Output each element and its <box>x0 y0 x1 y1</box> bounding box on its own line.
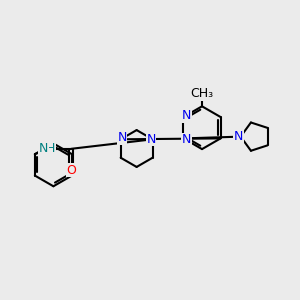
Text: CH₃: CH₃ <box>190 87 214 100</box>
Text: N: N <box>39 142 49 155</box>
Text: H: H <box>46 142 55 155</box>
Text: N: N <box>118 131 127 144</box>
Text: N: N <box>234 130 243 143</box>
Text: N: N <box>182 109 191 122</box>
Text: N: N <box>182 134 191 146</box>
Text: N: N <box>146 133 156 146</box>
Text: O: O <box>66 164 76 177</box>
